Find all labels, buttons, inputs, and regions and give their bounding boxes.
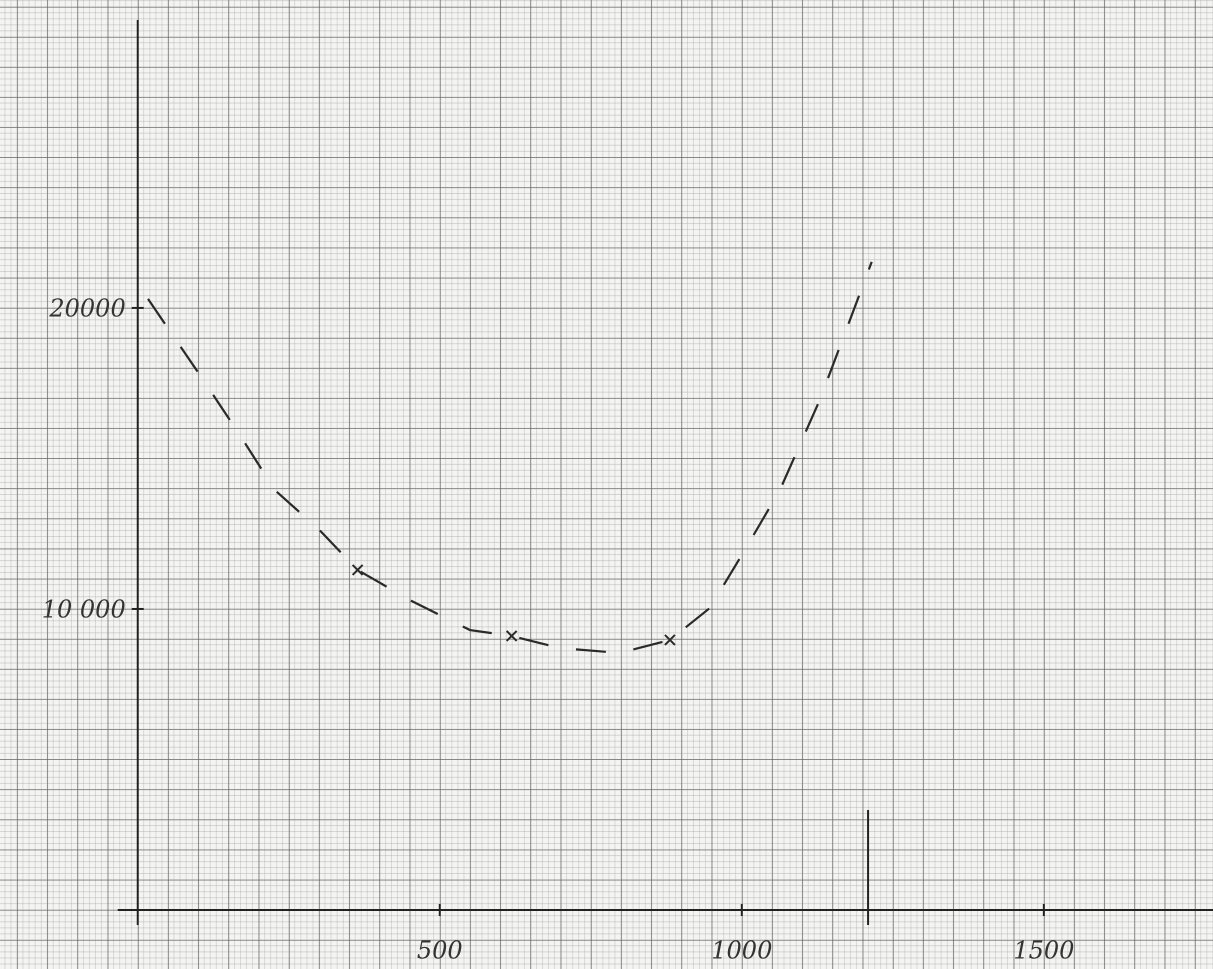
chart: 500 1000 1500 10 000 20000 [0,0,1213,969]
x-tick-label: 1000 [711,936,772,964]
x-tick-label: 1500 [1013,936,1074,964]
y-tick-label: 20000 [48,294,125,322]
graph-paper-grid [0,0,1213,969]
x-tick-label: 500 [417,936,463,964]
y-tick-label: 10 000 [42,595,126,623]
